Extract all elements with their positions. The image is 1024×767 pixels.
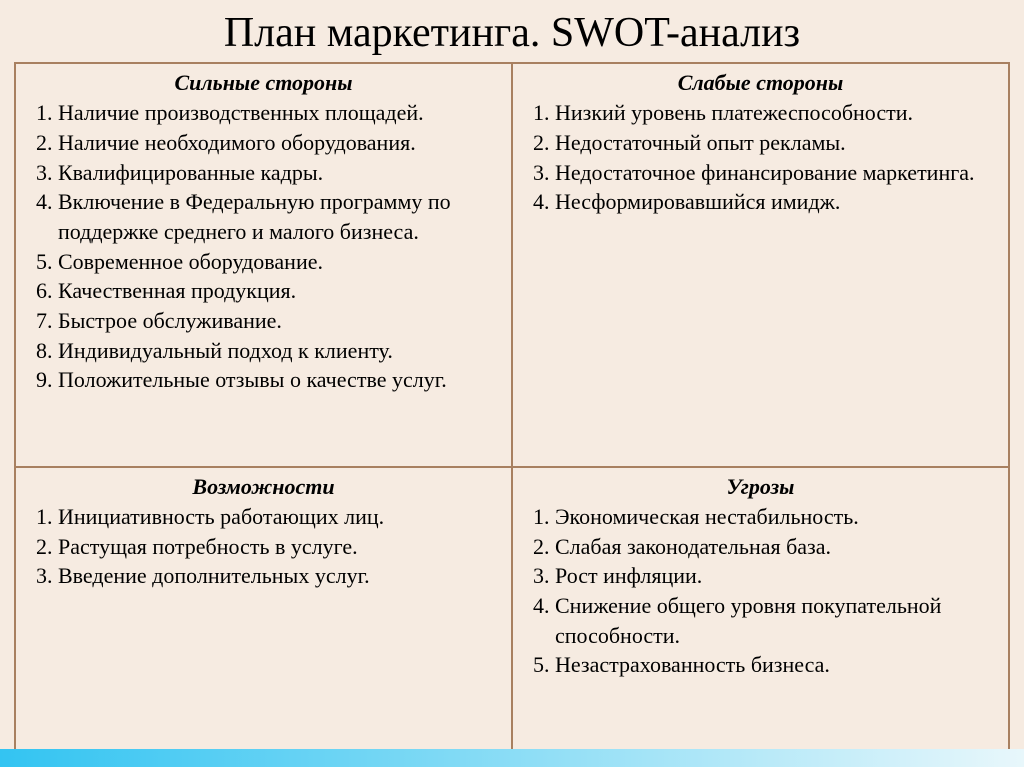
list-item: Растущая потребность в услуге.: [58, 532, 501, 562]
threats-list: Экономическая нестабильность.Слабая зако…: [523, 502, 998, 680]
weaknesses-list: Низкий уровень платежеспособности.Недост…: [523, 98, 998, 217]
opportunities-list: Инициативность работающих лиц.Растущая п…: [26, 502, 501, 591]
list-item: Включение в Федеральную программу по под…: [58, 187, 501, 246]
list-item: Быстрое обслуживание.: [58, 306, 501, 336]
swot-slide: План маркетинга. SWOT-анализ Сильные сто…: [0, 0, 1024, 767]
list-item: Введение дополнительных услуг.: [58, 561, 501, 591]
swot-grid: Сильные стороны Наличие производственных…: [14, 62, 1010, 753]
list-item: Инициативность работающих лиц.: [58, 502, 501, 532]
opportunities-cell: Возможности Инициативность работающих ли…: [15, 467, 512, 752]
list-item: Недостаточный опыт рекламы.: [555, 128, 998, 158]
list-item: Современное оборудование.: [58, 247, 501, 277]
list-item: Квалифицированные кадры.: [58, 158, 501, 188]
list-item: Качественная продукция.: [58, 276, 501, 306]
opportunities-header: Возможности: [26, 474, 501, 500]
weaknesses-header: Слабые стороны: [523, 70, 998, 96]
threats-cell: Угрозы Экономическая нестабильность.Слаб…: [512, 467, 1009, 752]
list-item: Экономическая нестабильность.: [555, 502, 998, 532]
threats-header: Угрозы: [523, 474, 998, 500]
list-item: Наличие необходимого оборудования.: [58, 128, 501, 158]
strengths-list: Наличие производственных площадей.Наличи…: [26, 98, 501, 395]
list-item: Низкий уровень платежеспособности.: [555, 98, 998, 128]
list-item: Рост инфляции.: [555, 561, 998, 591]
weaknesses-cell: Слабые стороны Низкий уровень платежеспо…: [512, 63, 1009, 467]
list-item: Незастрахованность бизнеса.: [555, 650, 998, 680]
list-item: Слабая законодательная база.: [555, 532, 998, 562]
strengths-header: Сильные стороны: [26, 70, 501, 96]
list-item: Недостаточное финансирование маркетинга.: [555, 158, 998, 188]
footer-gradient-strip: [0, 749, 1024, 767]
list-item: Несформировавшийся имидж.: [555, 187, 998, 217]
list-item: Индивидуальный подход к клиенту.: [58, 336, 501, 366]
slide-title: План маркетинга. SWOT-анализ: [14, 10, 1010, 56]
list-item: Наличие производственных площадей.: [58, 98, 501, 128]
list-item: Положительные отзывы о качестве услуг.: [58, 365, 501, 395]
strengths-cell: Сильные стороны Наличие производственных…: [15, 63, 512, 467]
list-item: Снижение общего уровня покупательной спо…: [555, 591, 998, 650]
